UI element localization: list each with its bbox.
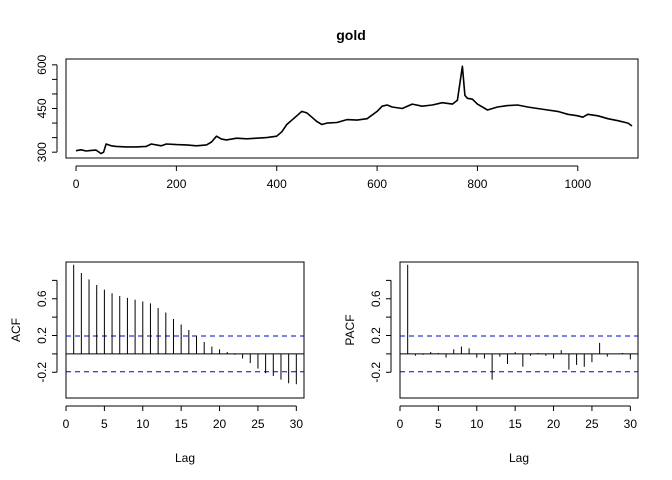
y-tick-label: 300 — [35, 142, 49, 162]
y-tick-label: -0.2 — [35, 362, 49, 383]
y-tick-label: 0.6 — [369, 290, 383, 307]
acf-panel: 0 5 10 15 20 25 30 -0.2 0.2 0.6 Lag ACF — [9, 261, 305, 465]
x-tick-label: 5 — [435, 417, 442, 431]
gold-series-line — [75, 65, 633, 155]
x-tick-label: 1000 — [564, 177, 591, 191]
x-tick-label: 0 — [397, 417, 404, 431]
x-tick-label: 15 — [508, 417, 522, 431]
x-tick-label: 20 — [547, 417, 561, 431]
y-axis-title: PACF — [343, 314, 357, 345]
x-tick-label: 200 — [166, 177, 186, 191]
x-tick-label: 400 — [267, 177, 287, 191]
x-tick-label: 15 — [174, 417, 188, 431]
chart-title: gold — [336, 27, 366, 43]
y-tick-label: 0.2 — [35, 327, 49, 344]
x-tick-label: 25 — [251, 417, 265, 431]
y-tick-label: -0.2 — [369, 362, 383, 383]
x-axis-title: Lag — [175, 451, 195, 465]
x-tick-label: 30 — [624, 417, 638, 431]
x-tick-label: 600 — [367, 177, 387, 191]
x-tick-label: 800 — [467, 177, 487, 191]
plot-frame — [65, 261, 305, 399]
y-tick-label: 600 — [35, 54, 49, 74]
x-tick-label: 0 — [73, 177, 80, 191]
x-tick-label: 25 — [585, 417, 599, 431]
x-tick-label: 30 — [290, 417, 304, 431]
x-tick-label: 10 — [470, 417, 484, 431]
y-axis-title: ACF — [9, 318, 23, 342]
x-axis-title: Lag — [509, 451, 529, 465]
plot-frame — [65, 58, 639, 159]
pacf-panel: 0 5 10 15 20 25 30 -0.2 0.2 0.6 Lag PACF — [343, 261, 639, 465]
y-tick-label: 0.6 — [35, 290, 49, 307]
y-tick-label: 450 — [35, 98, 49, 118]
plot-frame — [399, 261, 639, 399]
x-tick-label: 10 — [136, 417, 150, 431]
y-tick-label: 0.2 — [369, 327, 383, 344]
gold-series-panel: 0 200 400 600 800 1000 300 450 600 — [35, 54, 639, 191]
x-tick-label: 20 — [213, 417, 227, 431]
x-tick-label: 5 — [101, 417, 108, 431]
x-tick-label: 0 — [63, 417, 70, 431]
